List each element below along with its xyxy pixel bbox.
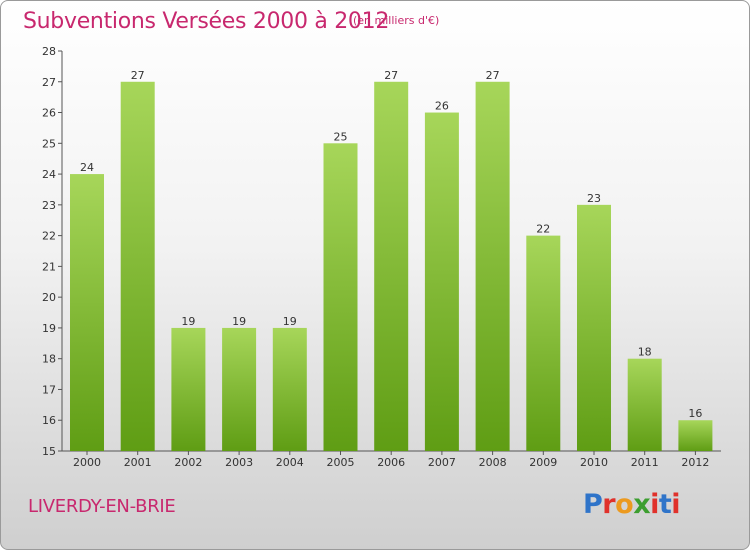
bar-value-label: 19 [232,315,246,328]
bar-value-label: 23 [587,192,601,205]
bar [70,174,104,452]
x-tick-label: 2009 [529,456,557,469]
x-tick-label: 2001 [124,456,152,469]
y-tick-label: 17 [42,383,56,396]
x-tick-label: 2012 [681,456,709,469]
x-tick-label: 2008 [479,456,507,469]
bar-value-label: 26 [435,100,449,113]
proxiti-logo: Proxiti [583,489,681,520]
y-tick-label: 18 [42,353,56,366]
bar-value-label: 27 [486,69,500,82]
bar [323,143,358,452]
bar [475,81,510,452]
x-tick-label: 2005 [327,456,355,469]
bar-value-label: 19 [283,315,297,328]
chart-subtitle: (en milliers d'€) [353,14,440,27]
logo-letter: i [671,489,681,520]
bar [424,112,459,452]
logo-letter: r [602,489,616,520]
y-tick-label: 28 [42,45,56,58]
bar [171,327,206,451]
bars: 24 27 19 19 19 25 27 26 27 22 23 18 16 [70,69,713,452]
y-tick-label: 16 [42,414,56,427]
y-tick-label: 15 [42,445,56,458]
x-tick-label: 2003 [225,456,253,469]
bar [526,235,561,451]
x-tick-label: 2006 [377,456,405,469]
bar-value-label: 18 [638,346,652,359]
bar-value-label: 25 [334,130,348,143]
y-tick-label: 25 [42,137,56,150]
y-tick-label: 27 [42,76,56,89]
bar [577,204,611,451]
y-tick-label: 22 [42,230,56,243]
logo-letter: x [633,489,651,520]
x-tick-label: 2000 [73,456,101,469]
bar-value-label: 24 [80,161,94,174]
y-tick-label: 19 [42,322,56,335]
bar-value-label: 27 [131,69,145,82]
bar [272,327,307,451]
y-tick-label: 20 [42,291,56,304]
logo-letter: t [658,489,672,520]
logo-letter: o [615,489,634,520]
x-tick-label: 2010 [580,456,608,469]
bar [374,81,409,452]
x-tick-label: 2002 [174,456,202,469]
chart-title: Subventions Versées 2000 à 2012 [23,9,390,34]
bar-value-label: 27 [384,69,398,82]
x-tick-label: 2011 [631,456,659,469]
y-tick-label: 21 [42,260,56,273]
y-tick-label: 23 [42,199,56,212]
logo-letter: P [583,489,603,520]
commune-name: LIVERDY-EN-BRIE [28,496,176,517]
x-tick-label: 2004 [276,456,304,469]
bar-value-label: 19 [181,315,195,328]
bar [222,327,257,451]
bar-value-label: 22 [536,223,550,236]
y-tick-label: 26 [42,107,56,120]
logo-letter: i [650,489,659,520]
x-tick-label: 2007 [428,456,456,469]
bar [627,358,662,451]
bar [120,81,155,452]
axes: 15 16 17 18 19 20 21 22 23 24 25 26 27 28 2000 2001 2002… [42,45,721,469]
y-tick-label: 24 [42,168,56,181]
bar [678,420,713,451]
bar-value-label: 16 [688,407,702,420]
